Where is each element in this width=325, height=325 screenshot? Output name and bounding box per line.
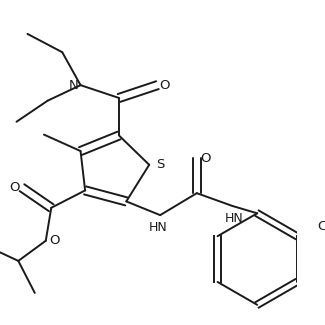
Text: N: N [68, 79, 78, 92]
Text: O: O [50, 234, 60, 247]
Text: HN: HN [149, 221, 168, 234]
Text: O: O [9, 181, 20, 194]
Text: Cl: Cl [317, 220, 325, 233]
Text: O: O [160, 79, 170, 92]
Text: S: S [156, 158, 164, 171]
Text: O: O [201, 152, 211, 165]
Text: HN: HN [225, 212, 244, 225]
